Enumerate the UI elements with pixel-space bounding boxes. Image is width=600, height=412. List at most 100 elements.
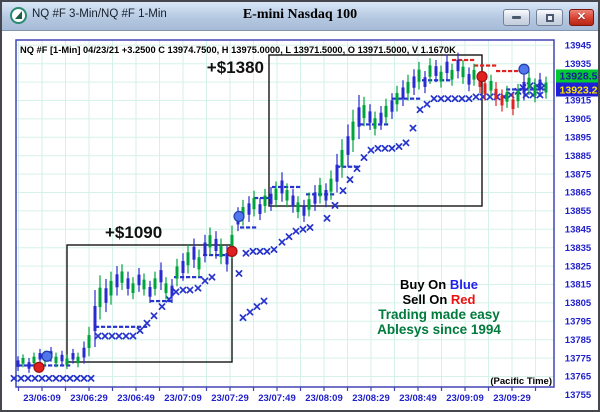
trail-dash	[119, 325, 124, 328]
window-controls: ✕	[503, 9, 594, 26]
trail-dash	[131, 325, 136, 328]
x-axis-label: 23/08:49	[399, 393, 437, 404]
trail-dash	[530, 88, 535, 91]
trail-dash	[246, 226, 251, 229]
x-marker	[101, 332, 109, 340]
sell-signal-dot	[33, 361, 45, 373]
trail-dash	[410, 97, 415, 100]
candle-body	[109, 280, 113, 296]
x-marker	[80, 374, 88, 382]
trail-dash	[508, 69, 513, 73]
y-axis-label: 13905	[565, 114, 592, 125]
candle-body	[258, 204, 262, 214]
minimize-button[interactable]	[503, 9, 530, 26]
buy-signal-dot	[233, 210, 245, 223]
y-axis-label: 13845	[565, 225, 592, 236]
x-marker	[437, 95, 445, 103]
window-title: NQ #F 3-Min/NQ #F 1-Min	[32, 8, 167, 20]
x-marker	[253, 303, 261, 311]
x-marker	[24, 374, 32, 382]
buy-signal-dot	[518, 63, 530, 75]
candle-body	[186, 252, 190, 266]
candle-body	[16, 360, 20, 367]
legend-line: Ablesys since 1994	[377, 322, 501, 337]
close-icon: ✕	[576, 11, 587, 23]
candles	[16, 52, 548, 373]
candle-body	[373, 118, 377, 129]
signal-dots	[33, 63, 530, 373]
x-marker	[270, 246, 278, 253]
candle-body	[335, 164, 339, 182]
candle-body	[164, 283, 168, 294]
y-axis-label: 13865	[565, 188, 592, 199]
candle-body	[60, 354, 64, 362]
x-marker	[242, 249, 250, 257]
trail-dash	[125, 325, 130, 328]
candle-body	[263, 195, 267, 207]
candle-body	[252, 197, 256, 210]
trail-dash	[524, 88, 529, 91]
candle-body	[434, 66, 438, 76]
title-bar[interactable]: NQ #F 3-Min/NQ #F 1-Min E-mini Nasdaq 10…	[2, 2, 598, 31]
x-marker	[239, 314, 247, 322]
candle-body	[318, 184, 322, 197]
trail-dash	[392, 97, 397, 100]
trail-dash	[416, 97, 421, 100]
profit-annotation: +$1090	[105, 223, 162, 242]
x-marker	[122, 332, 130, 340]
trail-dash	[48, 364, 53, 367]
candle-body	[87, 335, 91, 349]
trail-dash	[113, 325, 118, 328]
x-marker	[367, 146, 375, 154]
trail-dash	[137, 325, 142, 328]
x-marker	[444, 95, 452, 103]
close-button[interactable]: ✕	[569, 9, 594, 26]
trail-dash	[496, 69, 501, 73]
x-marker	[172, 288, 180, 296]
x-marker	[360, 154, 368, 161]
y-axis-label: 13895	[565, 133, 592, 144]
y-axis-label: 13835	[565, 243, 592, 254]
x-marker	[263, 247, 271, 255]
candle-body	[313, 192, 317, 204]
x-marker	[108, 332, 116, 340]
x-marker	[31, 374, 39, 382]
plot-frame	[15, 39, 555, 388]
x-marker	[249, 247, 257, 255]
candle-body	[54, 356, 58, 364]
x-marker	[129, 332, 137, 340]
candle-body	[65, 358, 69, 366]
trail-dash	[209, 253, 214, 257]
trail-dash	[107, 325, 112, 328]
x-marker	[38, 374, 46, 382]
minimize-icon	[512, 16, 521, 19]
candle-body	[126, 278, 130, 289]
y-axis-label: 13825	[565, 261, 592, 272]
price-badges: 13928.5 13923.2	[556, 69, 598, 97]
price-badge	[556, 82, 598, 97]
trail-dash	[143, 325, 148, 328]
x-marker	[158, 303, 166, 311]
profit-box	[268, 54, 483, 207]
candle-body	[527, 77, 531, 89]
candle-body	[406, 81, 410, 94]
price-badge-value: 13928.5	[560, 71, 598, 83]
x-marker	[246, 308, 254, 316]
candle-body	[21, 358, 25, 364]
candle-body	[472, 69, 476, 80]
x-marker	[402, 139, 410, 147]
trail-dash	[18, 364, 23, 367]
trail-dash	[306, 193, 311, 196]
x-marker	[165, 295, 173, 303]
trail-dash	[512, 88, 517, 91]
x-marker	[256, 247, 264, 255]
x-marker	[323, 214, 331, 222]
candle-body	[170, 285, 174, 297]
maximize-button[interactable]	[536, 9, 563, 26]
profit-box	[66, 244, 233, 363]
y-axis-label: 13935	[565, 59, 592, 70]
x-marker	[52, 374, 60, 382]
x-marker	[416, 106, 424, 114]
quote-info-line: NQ #F [1-Min] 04/23/21 +3.2500 C 13974.7…	[20, 45, 456, 55]
